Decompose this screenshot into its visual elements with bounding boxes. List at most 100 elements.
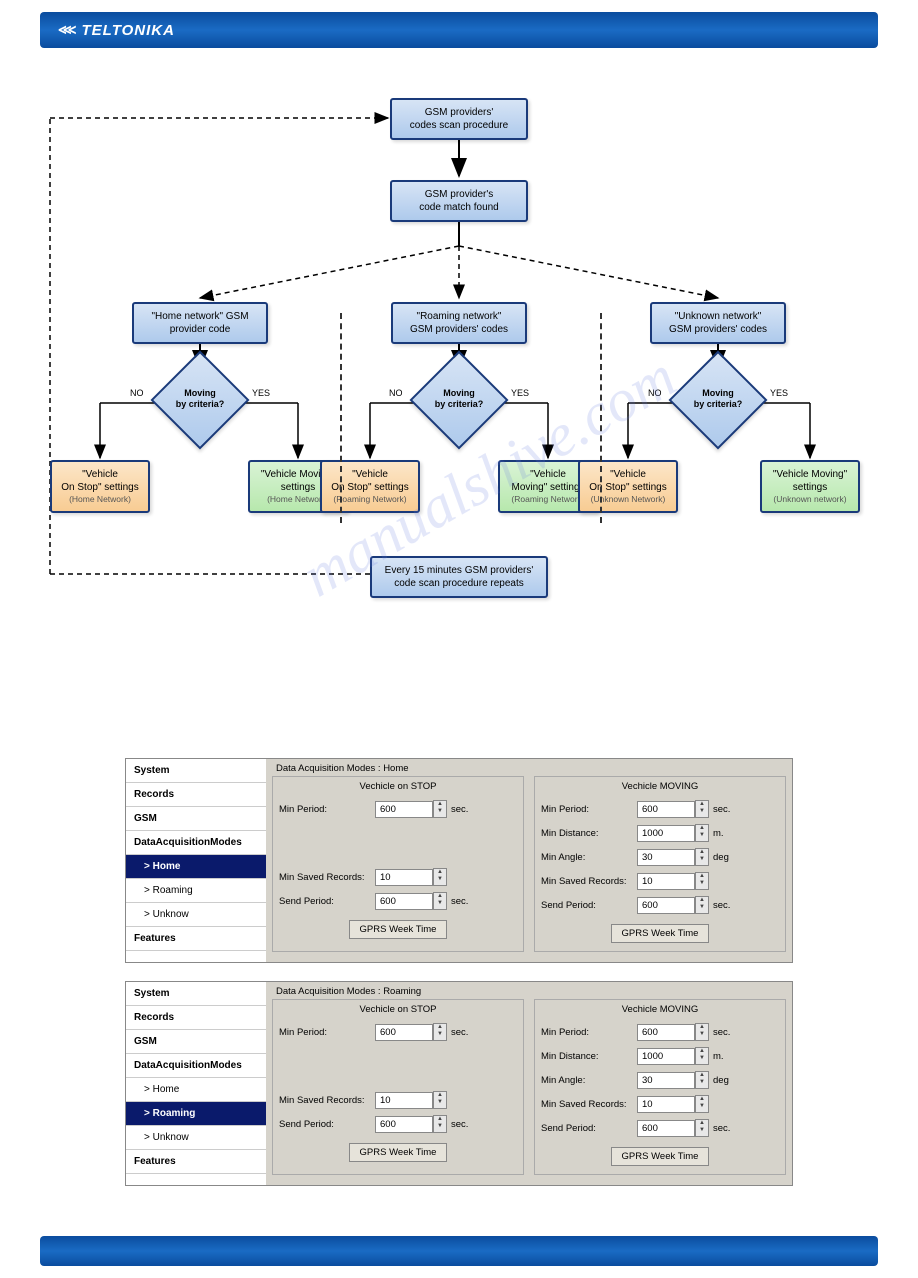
spinner-icon[interactable]: ▲▼ xyxy=(433,1115,447,1133)
unit-deg: deg xyxy=(709,852,735,863)
input-send-period[interactable]: 600 xyxy=(637,1120,695,1137)
header-bar: ⋘ TELTONIKA xyxy=(40,12,878,48)
unit-m: m. xyxy=(709,1051,735,1062)
unit-sec: sec. xyxy=(447,896,473,907)
logo-icon: ⋘ xyxy=(58,22,78,38)
sidebar-item-system[interactable]: System xyxy=(126,759,266,783)
sidebar-item-records[interactable]: Records xyxy=(126,783,266,807)
diamond-home: Movingby criteria? xyxy=(150,370,250,430)
text: GSM providers' codes xyxy=(669,324,767,335)
input-min-angle[interactable]: 30 xyxy=(637,849,695,866)
sidebar-item-system[interactable]: System xyxy=(126,982,266,1006)
input-min-angle[interactable]: 30 xyxy=(637,1072,695,1089)
group-title-moving: Vechicle MOVING xyxy=(541,781,779,792)
sidebar-item-unknow[interactable]: > Unknow xyxy=(126,1126,266,1150)
text: "Roaming network" xyxy=(417,311,502,322)
unit-sec: sec. xyxy=(709,1123,735,1134)
sidebar-item-roaming[interactable]: > Roaming xyxy=(126,879,266,903)
diamond-roam: Movingby criteria? xyxy=(409,370,509,430)
spinner-icon[interactable]: ▲▼ xyxy=(695,1095,709,1113)
leaf-move-unk: "Vehicle Moving"settings (Unknown networ… xyxy=(760,460,860,513)
spinner-icon[interactable]: ▲▼ xyxy=(433,1091,447,1109)
sidebar-item-home[interactable]: > Home xyxy=(126,855,266,879)
spinner-icon[interactable]: ▲▼ xyxy=(433,892,447,910)
leaf-stop-unk: "VehicleOn Stop" settings (Unknown Netwo… xyxy=(578,460,678,513)
spinner-icon[interactable]: ▲▼ xyxy=(433,800,447,818)
sidebar-item-unknow[interactable]: > Unknow xyxy=(126,903,266,927)
unit-sec: sec. xyxy=(709,804,735,815)
input-min-saved[interactable]: 10 xyxy=(375,1092,433,1109)
input-send-period[interactable]: 600 xyxy=(637,897,695,914)
label-min-saved: Min Saved Records: xyxy=(541,876,637,887)
group-stop: Vechicle on STOP Min Period: 600 ▲▼ sec.… xyxy=(272,776,524,952)
input-min-period[interactable]: 600 xyxy=(637,801,695,818)
diamond-unk: Movingby criteria? xyxy=(668,370,768,430)
group-title-moving: Vechicle MOVING xyxy=(541,1004,779,1015)
spinner-icon[interactable]: ▲▼ xyxy=(695,824,709,842)
input-min-saved[interactable]: 10 xyxy=(375,869,433,886)
spinner-icon[interactable]: ▲▼ xyxy=(433,1023,447,1041)
sidebar-item-records[interactable]: Records xyxy=(126,1006,266,1030)
text: "Home network" GSM xyxy=(151,311,248,322)
sidebar-item-dam[interactable]: DataAcquisitionModes xyxy=(126,831,266,855)
label-send-period: Send Period: xyxy=(279,896,375,907)
text: provider code xyxy=(170,324,231,335)
panel-roaming: System Records GSM DataAcquisitionModes … xyxy=(125,981,793,1186)
sidebar-item-features[interactable]: Features xyxy=(126,1150,266,1174)
group-stop: Vechicle on STOP Min Period: 600 ▲▼ sec.… xyxy=(272,999,524,1175)
gprs-week-time-button[interactable]: GPRS Week Time xyxy=(611,924,710,943)
label-send-period: Send Period: xyxy=(541,900,637,911)
sidebar-item-dam[interactable]: DataAcquisitionModes xyxy=(126,1054,266,1078)
label-min-period: Min Period: xyxy=(279,804,375,815)
node-repeat: Every 15 minutes GSM providers'code scan… xyxy=(370,556,548,598)
input-send-period[interactable]: 600 xyxy=(375,893,433,910)
branch-home: "Home network" GSM provider code xyxy=(132,302,268,344)
label-no: NO xyxy=(389,388,403,398)
spinner-icon[interactable]: ▲▼ xyxy=(695,848,709,866)
sidebar-item-features[interactable]: Features xyxy=(126,927,266,951)
leaf-stop-home: "VehicleOn Stop" settings (Home Network) xyxy=(50,460,150,513)
spinner-icon[interactable]: ▲▼ xyxy=(695,872,709,890)
node-match: GSM provider's code match found xyxy=(390,180,528,222)
label-yes: YES xyxy=(511,388,529,398)
sidebar-item-gsm[interactable]: GSM xyxy=(126,1030,266,1054)
gprs-week-time-button[interactable]: GPRS Week Time xyxy=(349,920,448,939)
input-min-distance[interactable]: 1000 xyxy=(637,1048,695,1065)
panel-title: Data Acquisition Modes : Roaming xyxy=(276,986,786,997)
spinner-icon[interactable]: ▲▼ xyxy=(695,800,709,818)
brand-name: TELTONIKA xyxy=(82,22,175,39)
sidebar-item-gsm[interactable]: GSM xyxy=(126,807,266,831)
sidebar-item-home[interactable]: > Home xyxy=(126,1078,266,1102)
branch-roam: "Roaming network" GSM providers' codes xyxy=(391,302,527,344)
input-min-saved[interactable]: 10 xyxy=(637,1096,695,1113)
unit-sec: sec. xyxy=(447,1119,473,1130)
input-min-period[interactable]: 600 xyxy=(375,1024,433,1041)
leaf-stop-roam: "VehicleOn Stop" settings (Roaming Netwo… xyxy=(320,460,420,513)
input-send-period[interactable]: 600 xyxy=(375,1116,433,1133)
panel-title: Data Acquisition Modes : Home xyxy=(276,763,786,774)
label-send-period: Send Period: xyxy=(541,1123,637,1134)
spinner-icon[interactable]: ▲▼ xyxy=(695,896,709,914)
input-min-distance[interactable]: 1000 xyxy=(637,825,695,842)
label-min-period: Min Period: xyxy=(541,1027,637,1038)
gprs-week-time-button[interactable]: GPRS Week Time xyxy=(349,1143,448,1162)
group-moving: Vechicle MOVING Min Period: 600 ▲▼ sec. … xyxy=(534,999,786,1175)
label-yes: YES xyxy=(770,388,788,398)
spinner-icon[interactable]: ▲▼ xyxy=(695,1071,709,1089)
spinner-icon[interactable]: ▲▼ xyxy=(695,1023,709,1041)
spinner-icon[interactable]: ▲▼ xyxy=(433,868,447,886)
label-min-angle: Min Angle: xyxy=(541,852,637,863)
label-min-saved: Min Saved Records: xyxy=(541,1099,637,1110)
unit-sec: sec. xyxy=(447,1027,473,1038)
spinner-icon[interactable]: ▲▼ xyxy=(695,1119,709,1137)
unit-m: m. xyxy=(709,828,735,839)
input-min-period[interactable]: 600 xyxy=(637,1024,695,1041)
label-min-period: Min Period: xyxy=(279,1027,375,1038)
input-min-saved[interactable]: 10 xyxy=(637,873,695,890)
group-moving: Vechicle MOVING Min Period: 600 ▲▼ sec. … xyxy=(534,776,786,952)
gprs-week-time-button[interactable]: GPRS Week Time xyxy=(611,1147,710,1166)
label-min-saved: Min Saved Records: xyxy=(279,872,375,883)
spinner-icon[interactable]: ▲▼ xyxy=(695,1047,709,1065)
input-min-period[interactable]: 600 xyxy=(375,801,433,818)
sidebar-item-roaming[interactable]: > Roaming xyxy=(126,1102,266,1126)
